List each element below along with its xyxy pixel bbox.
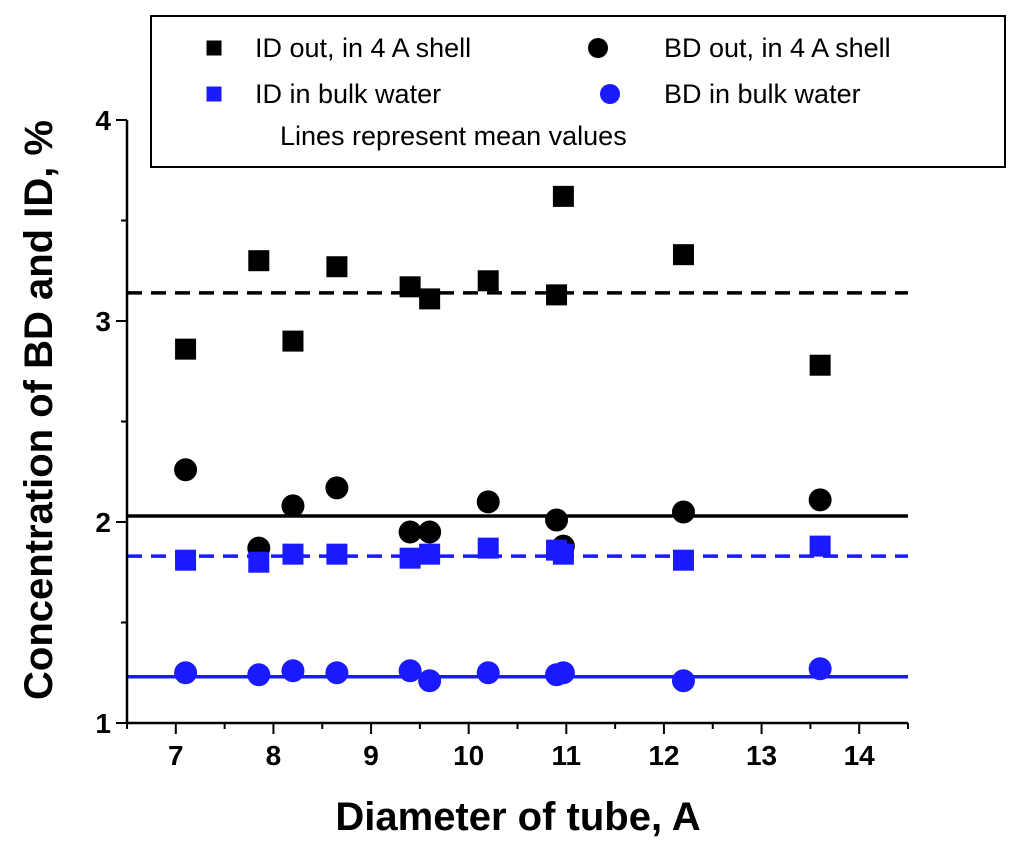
data-point-bd-out-in-4-a-shell (281, 494, 305, 518)
series-id-out-in-4-a-shell (175, 185, 831, 376)
series-id-in-bulk-water (175, 535, 831, 573)
data-point-id-out-in-4-a-shell (419, 288, 441, 310)
x-tick-label: 8 (266, 740, 282, 771)
data-point-bd-in-bulk-water (398, 659, 422, 683)
data-point-id-out-in-4-a-shell (175, 338, 197, 360)
data-point-bd-out-in-4-a-shell (545, 508, 569, 532)
data-point-bd-in-bulk-water (418, 669, 442, 693)
data-point-bd-in-bulk-water (174, 661, 198, 685)
data-point-id-in-bulk-water (477, 537, 499, 559)
data-point-bd-out-in-4-a-shell (671, 500, 695, 524)
y-axis-title: Concentration of BD and ID, % (17, 120, 61, 700)
legend-box (150, 15, 1006, 168)
y-tick-label: 3 (95, 306, 111, 337)
legend-note: Lines represent mean values (280, 121, 627, 151)
data-point-id-in-bulk-water (248, 551, 270, 573)
plot-area (127, 185, 908, 693)
y-tick-label: 4 (95, 105, 111, 136)
legend-label-id-out-in-4-a-shell: ID out, in 4 A shell (255, 33, 471, 63)
series-bd-out-in-4-a-shell (174, 458, 832, 560)
data-point-id-out-in-4-a-shell (477, 270, 499, 292)
data-point-bd-out-in-4-a-shell (808, 488, 832, 512)
data-point-id-out-in-4-a-shell (809, 354, 831, 376)
data-point-bd-in-bulk-water (247, 663, 271, 687)
x-tick-label: 9 (363, 740, 379, 771)
y-tick-label: 2 (95, 507, 111, 538)
data-point-id-out-in-4-a-shell (326, 256, 348, 278)
x-axis-title: Diameter of tube, A (335, 795, 700, 839)
x-tick-label: 12 (648, 740, 679, 771)
data-point-bd-out-in-4-a-shell (476, 490, 500, 514)
legend-marker-id-in-bulk-water (206, 86, 222, 102)
data-point-id-in-bulk-water (672, 549, 694, 571)
x-tick-label: 7 (168, 740, 184, 771)
data-point-bd-out-in-4-a-shell (398, 520, 422, 544)
series-bd-in-bulk-water (174, 657, 832, 693)
data-point-bd-in-bulk-water (476, 661, 500, 685)
data-point-bd-in-bulk-water (551, 661, 575, 685)
data-point-bd-out-in-4-a-shell (174, 458, 198, 482)
x-tick-label: 13 (746, 740, 777, 771)
legend-marker-id-out-in-4-a-shell (206, 40, 222, 56)
x-tick-label: 10 (453, 740, 484, 771)
legend-label-id-in-bulk-water: ID in bulk water (255, 79, 441, 109)
legend-label-bd-out-in-4-a-shell: BD out, in 4 A shell (664, 33, 891, 63)
x-tick-label: 11 (552, 740, 582, 771)
data-point-id-in-bulk-water (326, 543, 348, 565)
data-point-bd-in-bulk-water (325, 661, 349, 685)
data-point-id-out-in-4-a-shell (399, 276, 421, 298)
legend: ID out, in 4 A shell BD out, in 4 A shell… (150, 15, 1006, 168)
x-tick-label: 14 (844, 740, 876, 771)
data-point-bd-out-in-4-a-shell (418, 520, 442, 544)
legend-marker-bd-in-bulk-water (600, 84, 620, 104)
data-point-bd-in-bulk-water (281, 659, 305, 683)
data-point-bd-in-bulk-water (671, 669, 695, 693)
legend-label-bd-in-bulk-water: BD in bulk water (664, 79, 861, 109)
data-point-id-out-in-4-a-shell (248, 250, 270, 272)
y-tick-label: 1 (95, 708, 111, 739)
data-point-id-in-bulk-water (552, 543, 574, 565)
data-point-id-in-bulk-water (809, 535, 831, 557)
data-point-id-in-bulk-water (175, 549, 197, 571)
data-point-bd-in-bulk-water (808, 657, 832, 681)
data-point-id-out-in-4-a-shell (282, 330, 304, 352)
data-point-id-in-bulk-water (282, 543, 304, 565)
data-point-id-out-in-4-a-shell (552, 185, 574, 207)
data-point-id-in-bulk-water (419, 543, 441, 565)
data-point-id-out-in-4-a-shell (546, 284, 568, 306)
legend-marker-bd-out-in-4-a-shell (588, 38, 608, 58)
data-point-id-out-in-4-a-shell (672, 244, 694, 266)
data-point-bd-out-in-4-a-shell (325, 476, 349, 500)
data-point-id-in-bulk-water (399, 547, 421, 569)
